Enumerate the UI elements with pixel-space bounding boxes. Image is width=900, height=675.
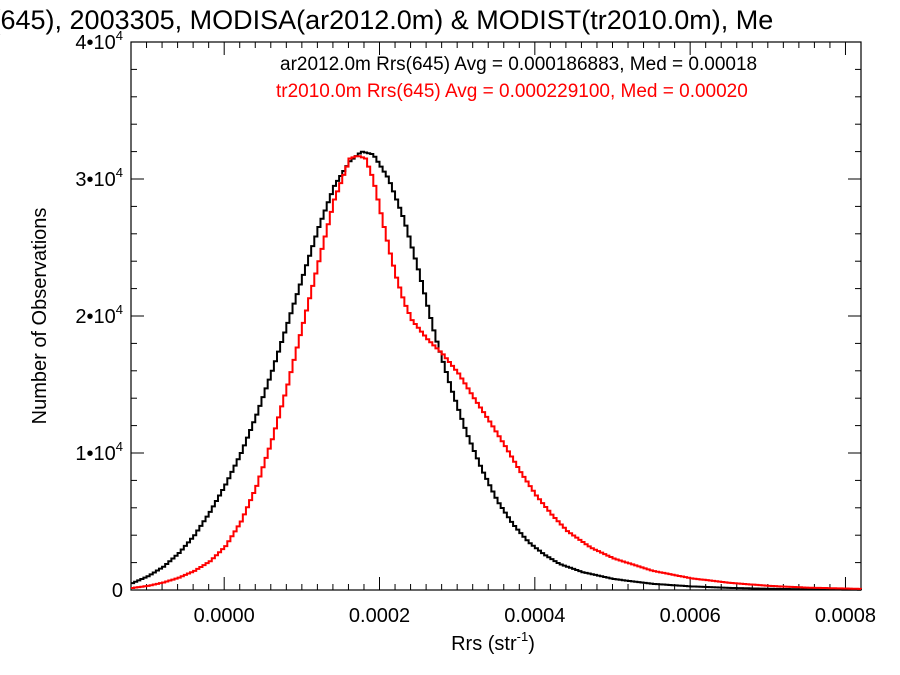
series-line-black xyxy=(131,150,862,591)
y-axis-label: Number of Observations xyxy=(29,208,51,425)
y-tick-label: 2•104 xyxy=(75,302,123,328)
y-tick-label: 1•104 xyxy=(75,439,123,465)
y-tick-label: 0 xyxy=(112,580,123,602)
plot-border xyxy=(130,41,862,591)
plot-frame xyxy=(130,41,862,591)
annotation-ar2012: ar2012.0m Rrs(645) Avg = 0.000186883, Me… xyxy=(280,54,757,75)
series-layer xyxy=(131,150,862,591)
tick-labels: 0.0000 0.0002 0.0004 0.0006 0.0008 0 1•104 2•10… xyxy=(75,28,876,627)
x-axis-label-text: Rrs (str xyxy=(451,633,517,655)
y-tick-label: 3•104 xyxy=(75,165,123,191)
x-tick-label: 0.0000 xyxy=(194,605,255,627)
x-axis-label-superscript: -1 xyxy=(517,629,529,644)
x-tick-label: 0.0002 xyxy=(349,605,410,627)
x-tick-label: 0.0008 xyxy=(815,605,876,627)
chart-title: s(645), 2003305, MODISA(ar2012.0m) & MOD… xyxy=(0,5,773,35)
x-axis-label-close: ) xyxy=(528,633,535,655)
x-tick-label: 0.0004 xyxy=(504,605,565,627)
annotation-tr2010: tr2010.0m Rrs(645) Avg = 0.000229100, Me… xyxy=(276,81,748,102)
series-line-red xyxy=(131,155,862,590)
x-axis-label: Rrs (str-1) xyxy=(451,629,535,655)
y-tick-label: 4•104 xyxy=(75,28,123,54)
x-tick-label: 0.0006 xyxy=(660,605,721,627)
axis-ticks xyxy=(131,41,862,591)
